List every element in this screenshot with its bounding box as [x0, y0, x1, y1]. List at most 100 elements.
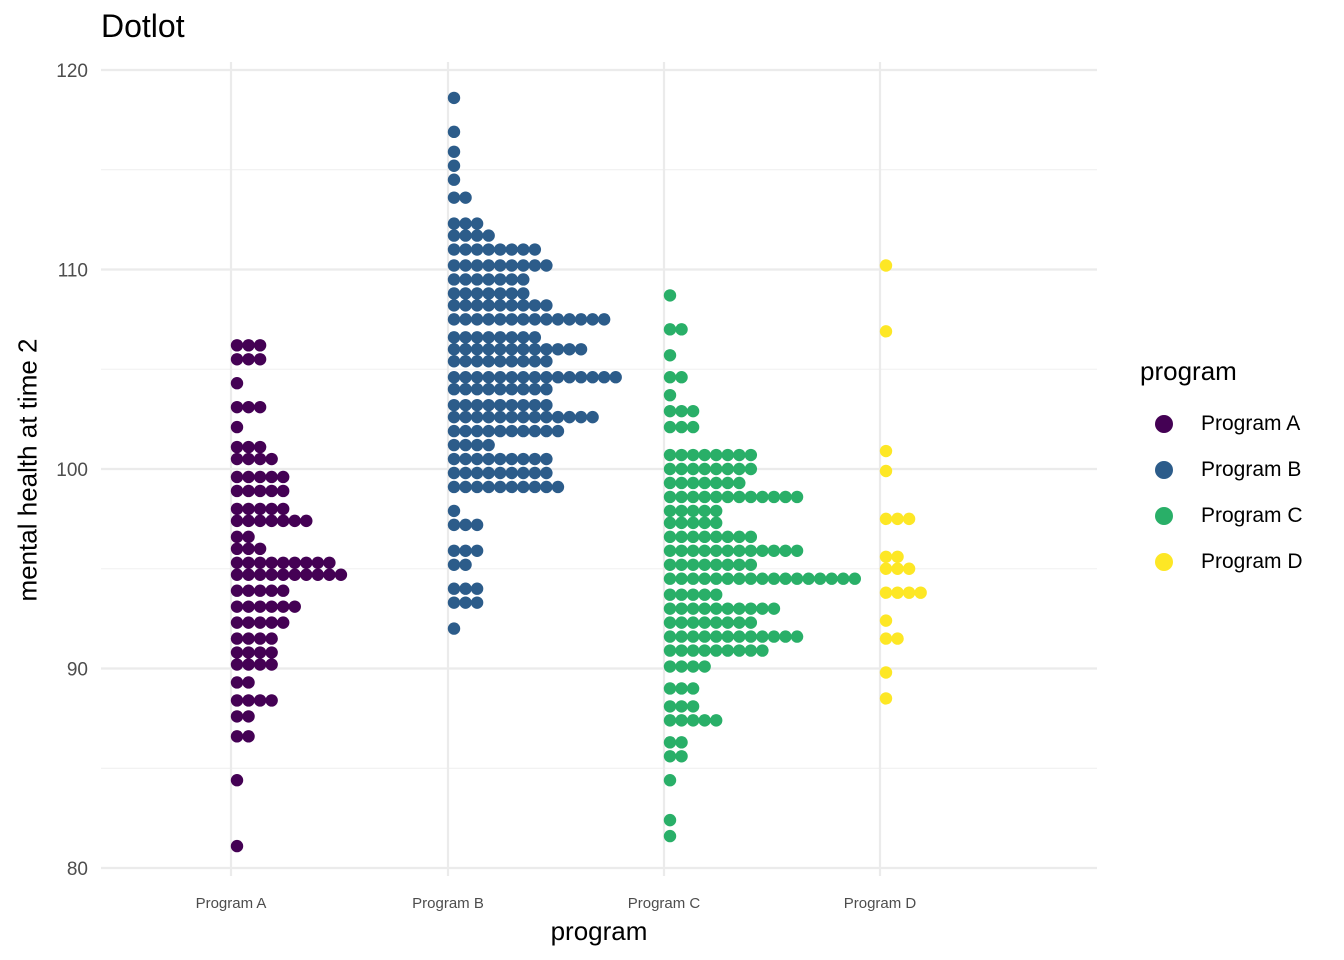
- dot-program-b: [528, 410, 542, 424]
- dot-program-c: [710, 602, 723, 615]
- dot-program-c: [790, 490, 804, 504]
- dot-program-b: [470, 371, 484, 384]
- dot-program-c: [663, 572, 677, 585]
- dot-program-a: [277, 470, 290, 484]
- dot-program-c: [813, 572, 827, 585]
- dot-program-c: [744, 602, 758, 615]
- dot-program-b: [551, 424, 565, 438]
- dot-program-b: [494, 299, 507, 312]
- x-tick-label-program-b: Program B: [412, 895, 484, 912]
- dot-program-a: [230, 676, 244, 689]
- dot-program-c: [686, 504, 700, 518]
- dot-program-c: [698, 714, 711, 727]
- dot-program-a: [242, 632, 255, 645]
- dot-program-d: [879, 614, 893, 627]
- dot-program-b: [447, 173, 461, 186]
- dot-program-c: [663, 544, 677, 557]
- dot-program-c: [675, 588, 688, 601]
- dot-program-c: [686, 572, 700, 585]
- dot-program-b: [528, 243, 542, 256]
- dot-program-b: [459, 424, 472, 438]
- legend-label: Program C: [1201, 504, 1303, 527]
- dot-program-c: [663, 588, 677, 601]
- dot-program-b: [494, 466, 507, 480]
- y-axis-ticks: 80 90 100 110 120: [56, 61, 88, 880]
- dot-program-c: [721, 448, 734, 462]
- y-tick-label: 90: [67, 660, 88, 681]
- dot-program-c: [663, 558, 677, 571]
- dot-program-b: [494, 273, 507, 286]
- legend-item-program-c: Program C: [1140, 493, 1303, 539]
- dot-program-c: [663, 602, 677, 615]
- y-tick-label: 120: [56, 61, 88, 82]
- dot-program-b: [528, 480, 542, 494]
- dot-program-b: [540, 259, 553, 272]
- dot-program-b: [517, 371, 530, 384]
- dot-program-b: [447, 217, 461, 230]
- dot-program-b: [482, 313, 495, 326]
- y-tick-label: 80: [67, 859, 88, 880]
- dot-program-c: [686, 516, 700, 530]
- dot-program-c: [721, 572, 734, 585]
- dot-program-c: [663, 448, 677, 462]
- dot-program-b: [482, 331, 495, 344]
- dot-program-d: [879, 444, 893, 458]
- dot-program-a: [242, 400, 255, 414]
- dot-program-c: [744, 644, 758, 657]
- dot-program-b: [482, 424, 495, 438]
- dot-program-a: [242, 502, 255, 516]
- dot-program-a: [230, 440, 244, 454]
- dot-program-c: [733, 572, 746, 585]
- dot-program-c: [756, 644, 769, 657]
- dot-program-c: [721, 490, 734, 504]
- dot-program-b: [494, 480, 507, 494]
- dot-program-b: [447, 596, 461, 609]
- dot-program-b: [528, 299, 542, 312]
- dot-program-a: [230, 658, 244, 671]
- dot-program-b: [459, 558, 472, 571]
- dot-program-a: [253, 616, 267, 629]
- x-axis-label: program: [550, 916, 648, 946]
- dot-program-b: [517, 243, 530, 256]
- dot-program-c: [663, 644, 677, 657]
- x-tick-label-program-d: Program D: [844, 895, 917, 912]
- dot-program-b: [505, 410, 518, 424]
- dot-program-b: [470, 466, 484, 480]
- dot-program-c: [721, 530, 734, 544]
- dot-program-c: [698, 490, 711, 504]
- dot-program-a: [265, 568, 278, 581]
- dot-program-b: [470, 424, 484, 438]
- dot-program-c: [790, 630, 804, 643]
- dot-program-b: [505, 424, 518, 438]
- dot-program-b: [459, 331, 472, 344]
- dot-program-b: [517, 299, 530, 312]
- dot-program-b: [470, 480, 484, 494]
- dot-program-a: [230, 568, 244, 581]
- dot-program-b: [482, 259, 495, 272]
- dot-program-b: [540, 355, 553, 368]
- dot-program-b: [459, 191, 472, 204]
- dot-program-a: [253, 632, 267, 645]
- dot-program-c: [756, 490, 769, 504]
- dot-program-b: [517, 466, 530, 480]
- dot-program-c: [663, 462, 677, 476]
- dot-program-b: [551, 343, 565, 356]
- dot-program-b: [470, 343, 484, 356]
- dot-program-b: [551, 313, 565, 326]
- dot-program-a: [300, 556, 313, 569]
- dot-program-b: [540, 313, 553, 326]
- dot-program-c: [686, 714, 700, 727]
- dot-program-c: [663, 736, 677, 749]
- dot-program-c: [790, 544, 804, 557]
- dot-program-a: [242, 514, 255, 528]
- dot-program-c: [710, 572, 723, 585]
- dot-program-c: [663, 388, 677, 402]
- dot-program-c: [779, 490, 792, 504]
- dot-program-c: [848, 572, 861, 585]
- dot-program-b: [563, 343, 576, 356]
- dot-program-d: [891, 632, 904, 645]
- dot-program-b: [447, 504, 461, 518]
- dot-program-a: [265, 502, 278, 516]
- dot-program-b: [447, 287, 461, 300]
- dot-program-b: [528, 259, 542, 272]
